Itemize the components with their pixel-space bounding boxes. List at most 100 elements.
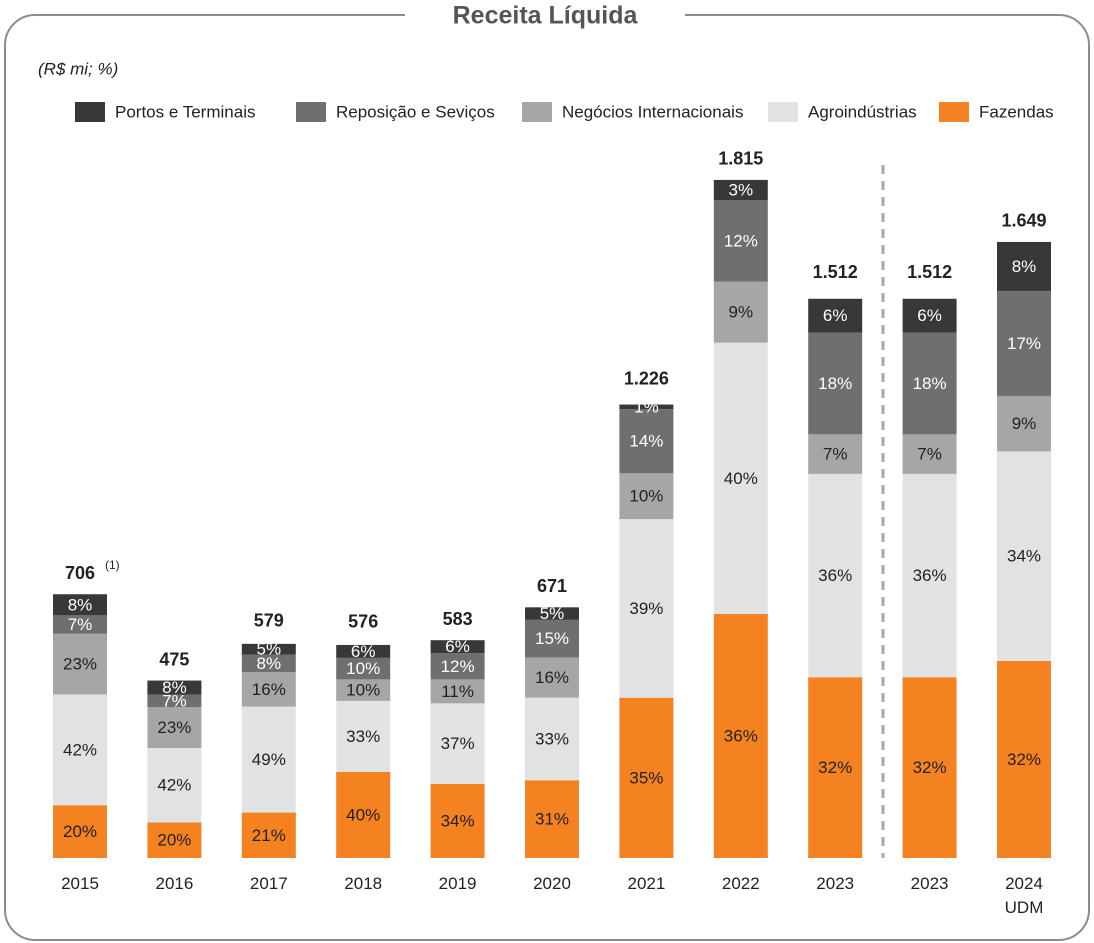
legend-label: Fazendas — [979, 102, 1054, 121]
bar-segment — [808, 332, 863, 435]
x-tick-label: 2015 — [61, 874, 99, 893]
legend-label: Agroindústrias — [808, 102, 917, 121]
data-label: 6% — [351, 642, 376, 661]
bar-segment — [808, 298, 863, 333]
bar-segment — [713, 200, 768, 282]
data-label: 10% — [629, 487, 663, 506]
subtitle: (R$ mi; %) — [38, 59, 118, 78]
total-label: 1.512 — [907, 262, 952, 282]
legend-swatch — [939, 102, 969, 122]
data-label: 37% — [441, 734, 475, 753]
bar-segment — [525, 607, 579, 620]
bar-segment — [147, 694, 202, 708]
legend-label: Portos e Terminais — [115, 102, 255, 121]
data-label: 34% — [441, 811, 475, 830]
bar-segment — [147, 822, 202, 858]
data-label: 31% — [535, 810, 569, 829]
legend-swatch — [768, 102, 798, 122]
data-label: 11% — [441, 682, 474, 701]
bar-segment — [713, 613, 768, 858]
data-label: 23% — [157, 718, 191, 737]
bar-segment — [53, 633, 107, 695]
data-label: 15% — [535, 629, 569, 648]
bar-segment — [525, 697, 579, 781]
bar-segment — [241, 812, 296, 858]
bar-segment — [336, 700, 391, 772]
data-label: 7% — [917, 445, 942, 464]
bar-segment — [430, 679, 485, 704]
bar-segment — [336, 644, 391, 658]
bar-segment — [902, 298, 957, 333]
data-label: 34% — [1007, 547, 1041, 566]
bar-segment — [713, 179, 768, 201]
data-label: 39% — [629, 599, 663, 618]
bar-segment — [525, 657, 579, 698]
data-label: 8% — [162, 678, 187, 697]
x-tick-label: 2017 — [250, 874, 288, 893]
bar-segment — [241, 671, 296, 707]
bar-segment — [525, 619, 579, 658]
legend-label: Negócios Internacionais — [562, 102, 743, 121]
data-label: 21% — [252, 826, 286, 845]
bar-segment — [997, 291, 1051, 396]
data-label: 12% — [724, 231, 758, 250]
data-label: 6% — [917, 306, 942, 325]
x-tick-label: 2022 — [722, 874, 760, 893]
data-label: 42% — [157, 776, 191, 795]
data-label: 32% — [913, 758, 947, 777]
bar-segment — [147, 680, 202, 695]
bar-segment — [241, 706, 296, 813]
total-label: 1.815 — [718, 149, 763, 169]
data-label: 1% — [634, 397, 659, 416]
bar-segment — [713, 342, 768, 614]
data-label: 3% — [729, 181, 754, 200]
legend-swatch — [296, 102, 326, 122]
data-label: 8% — [68, 595, 93, 614]
data-label: 40% — [346, 805, 380, 824]
bar-segment — [902, 434, 957, 474]
bar-segment — [53, 694, 107, 806]
bar-segment — [336, 771, 391, 858]
x-tick-label: 2019 — [439, 874, 477, 893]
data-label: 18% — [818, 374, 852, 393]
data-label: 10% — [346, 681, 380, 700]
data-label: 33% — [346, 727, 380, 746]
bar-segment — [997, 451, 1051, 661]
x-tick-label: 2023 — [816, 874, 854, 893]
data-label: 10% — [346, 659, 380, 678]
data-label: 32% — [818, 758, 852, 777]
data-label: 12% — [441, 657, 475, 676]
bar-segment — [619, 697, 674, 858]
data-label: 7% — [823, 445, 848, 464]
x-tick-label: 2024 UDM — [1005, 874, 1044, 917]
bar-segment — [902, 332, 957, 435]
total-label: 579 — [254, 610, 284, 630]
data-label: 8% — [1012, 257, 1037, 276]
x-tick-label: 2021 — [627, 874, 665, 893]
bar-segment — [147, 747, 202, 823]
legend-label: Reposição e Seviços — [336, 102, 495, 121]
bar-segment — [241, 654, 296, 672]
bar-segment — [53, 805, 107, 858]
bar-segment — [336, 679, 391, 701]
x-tick-label: 2020 — [533, 874, 571, 893]
bar-segment — [525, 780, 579, 858]
data-label: 33% — [535, 729, 569, 748]
bar-segment — [808, 677, 863, 858]
data-label: 42% — [63, 740, 97, 759]
total-label: 1.649 — [1001, 211, 1046, 231]
legend-swatch — [75, 102, 105, 122]
x-tick-label: 2018 — [344, 874, 382, 893]
data-label: 14% — [629, 432, 663, 451]
data-label: 36% — [913, 566, 947, 585]
x-tick-label: 2016 — [155, 874, 193, 893]
chart-title: Receita Líquida — [453, 2, 639, 30]
data-label: 16% — [252, 680, 286, 699]
data-label: 36% — [818, 566, 852, 585]
total-label: 583 — [443, 609, 473, 629]
data-label: 8% — [257, 654, 282, 673]
bar-segment — [808, 434, 863, 474]
bar-segment — [53, 594, 107, 616]
data-label: 32% — [1007, 750, 1041, 769]
